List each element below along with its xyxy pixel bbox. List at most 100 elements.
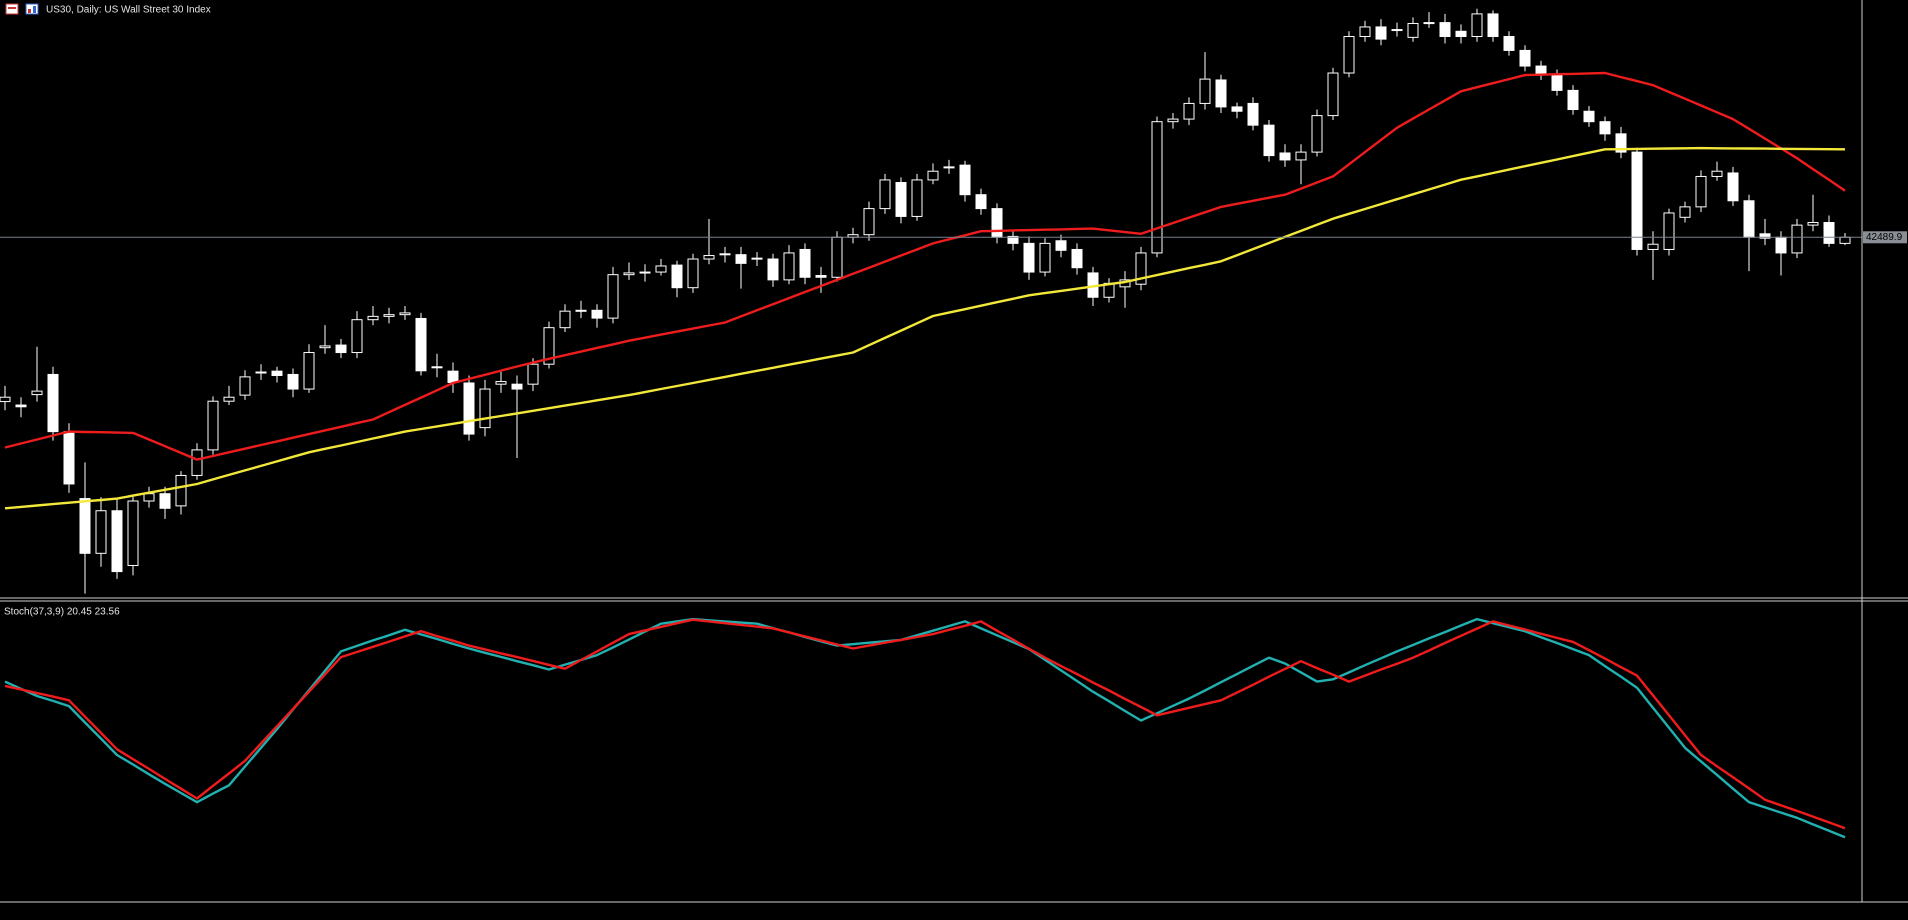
- candle-body: [1743, 200, 1755, 238]
- candle-body: [687, 258, 699, 289]
- candle-body: [191, 449, 203, 476]
- candle-body: [1551, 74, 1563, 91]
- candle-body: [1007, 235, 1019, 244]
- candle-body: [1727, 172, 1739, 202]
- candle-body: [63, 431, 75, 485]
- candle-body: [1247, 102, 1259, 126]
- candle-body: [1695, 175, 1707, 208]
- current-price-label: 42489.9: [1866, 232, 1903, 243]
- candle-body: [415, 317, 427, 372]
- chart-title: US30, Daily: US Wall Street 30 Index: [46, 5, 211, 16]
- candle-body: [607, 274, 619, 319]
- candle-body: [671, 264, 683, 289]
- candle-body: [15, 404, 27, 408]
- candle-body: [31, 390, 43, 396]
- candle-body: [1311, 115, 1323, 153]
- candle-body: [1631, 151, 1643, 250]
- series-line: [4, 618, 1846, 830]
- candle-body: [207, 400, 219, 451]
- symbol-icons: [5, 3, 39, 15]
- candle-body: [1823, 222, 1835, 244]
- candle-body: [1759, 233, 1771, 239]
- candle-body: [0, 396, 11, 403]
- candle-body: [399, 312, 411, 316]
- candle-body: [1839, 236, 1851, 244]
- candle-body: [1135, 252, 1147, 285]
- candle-body: [943, 166, 955, 169]
- candle-body: [559, 310, 571, 329]
- candle-body: [255, 371, 267, 374]
- candle-body: [1583, 110, 1595, 123]
- candle-body: [319, 345, 331, 349]
- marks-layer: [0, 8, 1851, 594]
- candle-body: [1615, 133, 1627, 153]
- candle-body: [623, 272, 635, 276]
- candle-body: [799, 248, 811, 278]
- candle-body: [735, 254, 747, 264]
- candle-body: [1295, 151, 1307, 161]
- candle-body: [271, 370, 283, 376]
- candle-body: [1343, 36, 1355, 74]
- candle-body: [1199, 78, 1211, 104]
- current-price-box: [1863, 231, 1907, 244]
- candle-body: [895, 182, 907, 217]
- series-line: [4, 617, 1846, 839]
- candle-body: [991, 208, 1003, 238]
- candle-body: [1455, 30, 1467, 38]
- candle-body: [1487, 13, 1499, 38]
- candle-body: [543, 327, 555, 365]
- candle-body: [1519, 49, 1531, 67]
- candle-body: [927, 170, 939, 181]
- candle-body: [1215, 79, 1227, 108]
- candle-body: [111, 510, 123, 573]
- candle-body: [1423, 22, 1435, 25]
- candle-body: [1775, 236, 1787, 254]
- candle-body: [975, 194, 987, 210]
- candle-body: [143, 493, 155, 502]
- candle-body: [1599, 121, 1611, 135]
- candle-body: [879, 179, 891, 210]
- candle-body: [1679, 206, 1691, 218]
- candle-body: [575, 309, 587, 312]
- candle-body: [1023, 242, 1035, 273]
- candle-body: [1375, 26, 1387, 40]
- icon: [28, 9, 31, 13]
- candle-body: [831, 236, 843, 278]
- candle-body: [1327, 72, 1339, 117]
- candle-body: [351, 319, 363, 354]
- candle-body: [767, 258, 779, 281]
- candle-body: [287, 373, 299, 390]
- candle-body: [1263, 124, 1275, 157]
- candle-body: [175, 474, 187, 507]
- candle-body: [335, 344, 347, 354]
- candle-body: [159, 493, 171, 509]
- candle-body: [367, 315, 379, 321]
- candle-body: [511, 383, 523, 390]
- candle-body: [783, 252, 795, 281]
- candle-body: [1567, 89, 1579, 111]
- candle-body: [911, 179, 923, 217]
- indicator-title: Stoch(37,3,9) 20.45 23.56: [4, 607, 120, 618]
- candle-body: [1391, 29, 1403, 32]
- candle-body: [47, 373, 59, 433]
- candle-body: [639, 271, 651, 274]
- candle-body: [1647, 243, 1659, 250]
- candle-body: [591, 309, 603, 319]
- candle-body: [447, 370, 459, 383]
- icon: [33, 6, 36, 13]
- candle-body: [1471, 13, 1483, 38]
- candle-body: [703, 255, 715, 260]
- candle-body: [1039, 242, 1051, 273]
- candle-body: [655, 265, 667, 273]
- candle-body: [223, 396, 235, 402]
- candle-body: [527, 363, 539, 385]
- candle-body: [1807, 222, 1819, 226]
- candle-body: [127, 500, 139, 566]
- candle-body: [495, 381, 507, 385]
- series-line: [4, 71, 1846, 461]
- candle-body: [863, 208, 875, 236]
- candle-body: [1439, 22, 1451, 38]
- candle-body: [1503, 36, 1515, 51]
